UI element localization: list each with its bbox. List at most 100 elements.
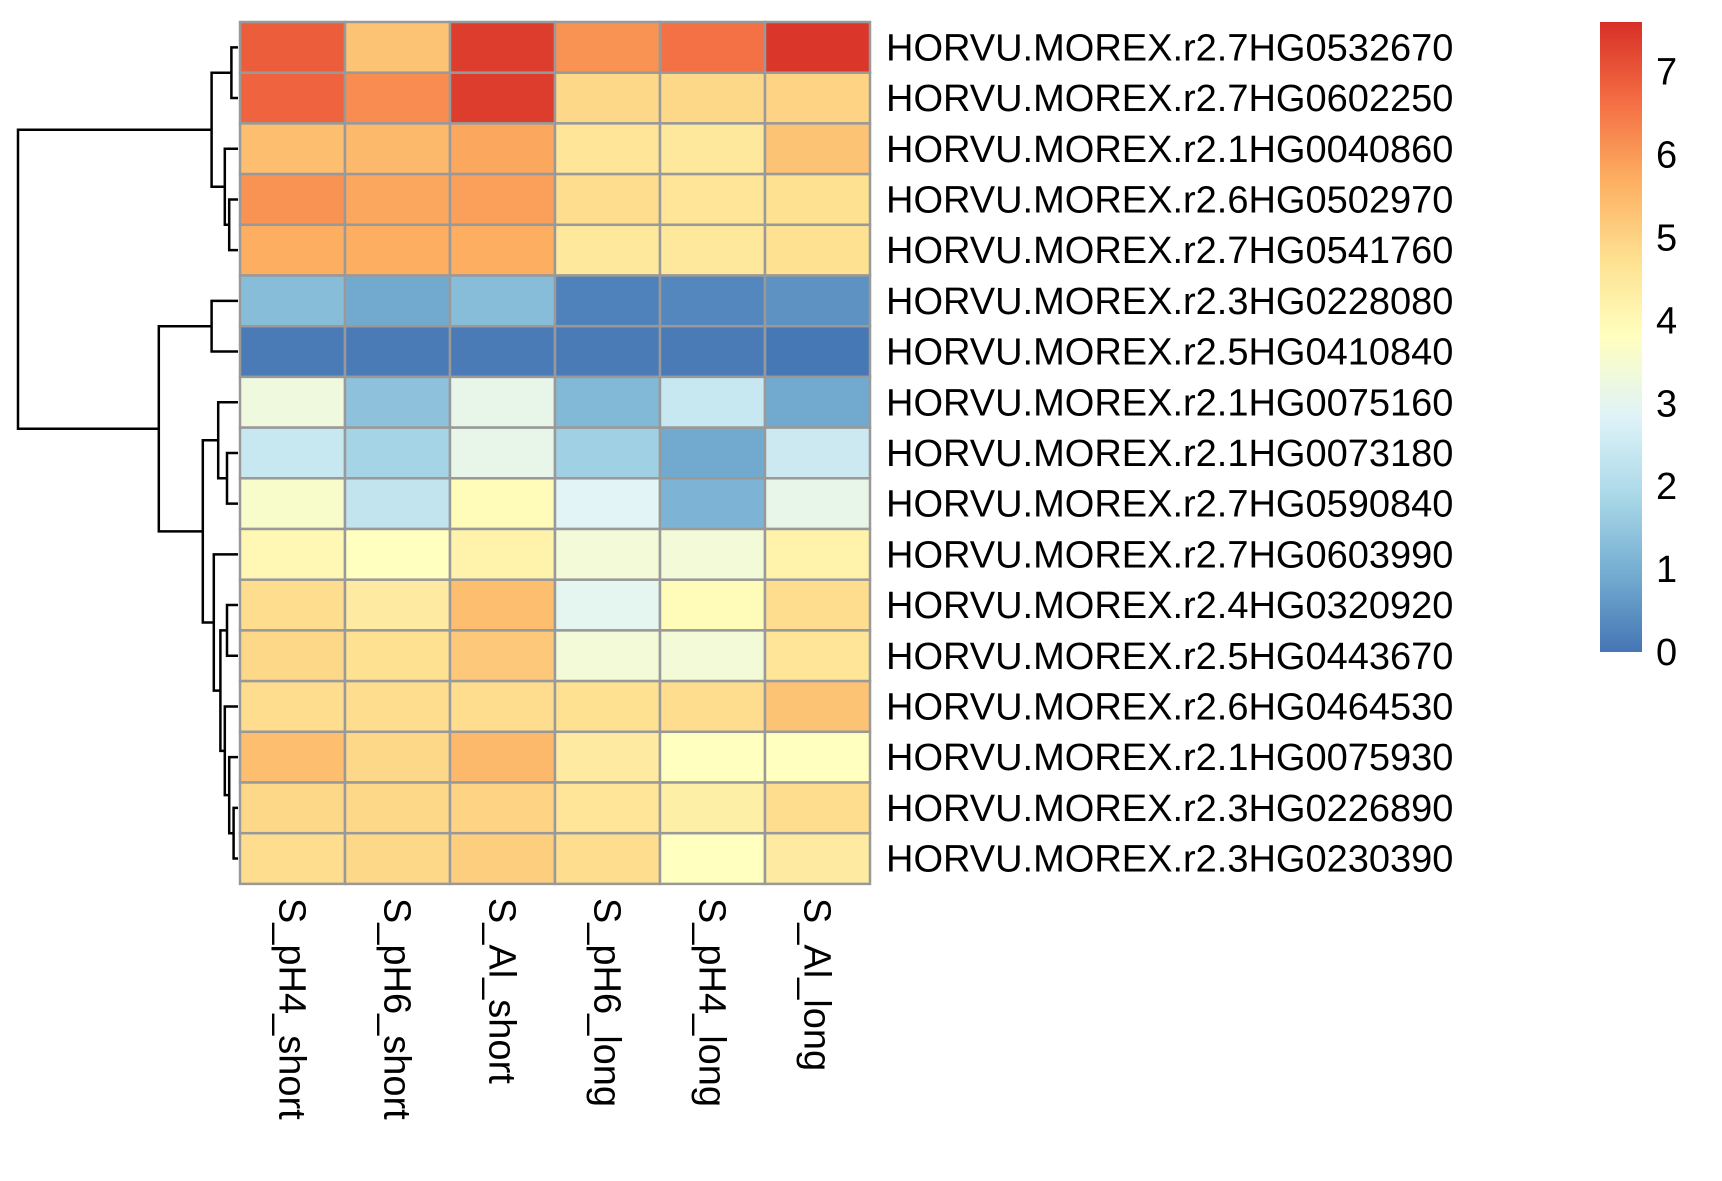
heatmap-cell: [448, 20, 557, 74]
heatmap-cell: [238, 578, 347, 632]
heatmap-cell: [763, 324, 872, 379]
row-label: HORVU.MOREX.r2.6HG0464530: [886, 686, 1453, 728]
row-label: HORVU.MOREX.r2.7HG0541760: [886, 230, 1453, 272]
legend-tick-label: 1: [1656, 549, 1677, 591]
heatmap-cell: [448, 71, 557, 125]
heatmap-cells: [238, 20, 872, 886]
dendrogram-branch: [223, 705, 238, 797]
legend-tick-label: 3: [1656, 383, 1677, 425]
heatmap-cell: [238, 274, 347, 328]
heatmap-cell: [658, 730, 767, 784]
row-label: HORVU.MOREX.r2.4HG0320920: [886, 585, 1453, 627]
heatmap-cell: [343, 172, 452, 227]
row-label: HORVU.MOREX.r2.3HG0230390: [886, 839, 1453, 881]
heatmap-cell: [343, 274, 452, 328]
heatmap-cell: [658, 527, 767, 581]
heatmap-cell: [553, 71, 662, 125]
column-labels: S_pH4_short S_pH6_short S_Al_short S_pH6_lo…: [271, 898, 838, 1120]
dendrogram-branch: [227, 198, 238, 252]
dendrogram-branch: [225, 603, 238, 657]
heatmap-cell: [553, 527, 662, 581]
heatmap-cell: [553, 477, 662, 531]
row-label: HORVU.MOREX.r2.1HG0075160: [886, 382, 1453, 424]
legend-tick-label: 7: [1656, 52, 1677, 94]
row-label: HORVU.MOREX.r2.7HG0590840: [886, 484, 1453, 526]
heatmap-cell: [658, 426, 767, 480]
heatmap-cell: [343, 629, 452, 683]
heatmap-cell: [763, 172, 872, 227]
heatmap-cell: [343, 223, 452, 277]
heatmap-cell: [448, 172, 557, 227]
heatmap-cell: [763, 527, 872, 581]
heatmap-cell: [448, 122, 557, 176]
dendrogram-branch: [223, 147, 238, 227]
heatmap-cell: [343, 375, 452, 429]
heatmap-cell: [448, 730, 557, 784]
row-label: HORVU.MOREX.r2.7HG0603990: [886, 534, 1453, 576]
heatmap-cell: [343, 527, 452, 581]
row-label: HORVU.MOREX.r2.5HG0410840: [886, 332, 1453, 374]
heatmap-cell: [658, 172, 767, 227]
heatmap-cell: [763, 477, 872, 531]
heatmap-cell: [763, 831, 872, 886]
heatmap-cell: [658, 274, 767, 328]
heatmap-cell: [658, 122, 767, 176]
column-label: S_pH6_long: [586, 898, 628, 1107]
heatmap-cell: [553, 223, 662, 277]
legend-color-bar: [1600, 22, 1642, 652]
dendrogram-branch: [232, 806, 238, 860]
heatmap-cell: [763, 781, 872, 835]
heatmap-cell: [658, 324, 767, 379]
heatmap-cell: [553, 578, 662, 632]
heatmap-cell: [343, 781, 452, 835]
heatmap-cell: [658, 20, 767, 74]
heatmap-cell: [763, 223, 872, 277]
dendrogram-branch: [16, 128, 212, 431]
heatmap-cell: [448, 679, 557, 734]
heatmap-cell: [553, 781, 662, 835]
heatmap-cell: [343, 679, 452, 734]
row-dendrogram: [16, 46, 238, 860]
heatmap-cell: [238, 629, 347, 683]
heatmap-cell: [238, 20, 347, 74]
heatmap-cell: [553, 20, 662, 74]
heatmap-cell: [763, 578, 872, 632]
heatmap-cell: [658, 629, 767, 683]
heatmap-cell: [763, 679, 872, 734]
heatmap-cell: [238, 831, 347, 886]
dendrogram-branch: [225, 451, 238, 505]
heatmap-cell: [343, 122, 452, 176]
heatmap-cell: [343, 20, 452, 74]
heatmap-cell: [343, 730, 452, 784]
heatmap-cell: [658, 781, 767, 835]
dendrogram-branch: [210, 299, 238, 353]
color-legend: 0 1 2 3 4 5 6 7: [1600, 22, 1677, 674]
heatmap-cell: [448, 831, 557, 886]
heatmap-cell: [448, 223, 557, 277]
heatmap-cell: [763, 20, 872, 74]
heatmap-cell: [238, 730, 347, 784]
heatmap-cell: [658, 578, 767, 632]
heatmap-cell: [343, 477, 452, 531]
dendrogram-branch: [210, 71, 232, 189]
column-label: S_pH4_short: [271, 898, 313, 1120]
heatmap-cell: [763, 426, 872, 480]
row-label: HORVU.MOREX.r2.1HG0075930: [886, 737, 1453, 779]
heatmap-cell: [238, 122, 347, 176]
legend-ticks: 0 1 2 3 4 5 6 7: [1656, 52, 1677, 674]
row-label: HORVU.MOREX.r2.1HG0073180: [886, 433, 1453, 475]
heatmap-cell: [658, 679, 767, 734]
heatmap-cell: [448, 527, 557, 581]
heatmap-cell: [553, 172, 662, 227]
heatmap-cell: [658, 71, 767, 125]
column-label: S_pH4_long: [691, 898, 733, 1107]
column-label: S_Al_short: [481, 898, 523, 1084]
legend-tick-label: 5: [1656, 218, 1677, 260]
heatmap-cell: [763, 71, 872, 125]
column-label: S_pH6_short: [376, 898, 418, 1120]
heatmap-cell: [343, 831, 452, 886]
heatmap-cell: [763, 730, 872, 784]
heatmap-cell: [448, 426, 557, 480]
row-label: HORVU.MOREX.r2.6HG0502970: [886, 179, 1453, 221]
dendrogram-branch: [230, 46, 238, 100]
